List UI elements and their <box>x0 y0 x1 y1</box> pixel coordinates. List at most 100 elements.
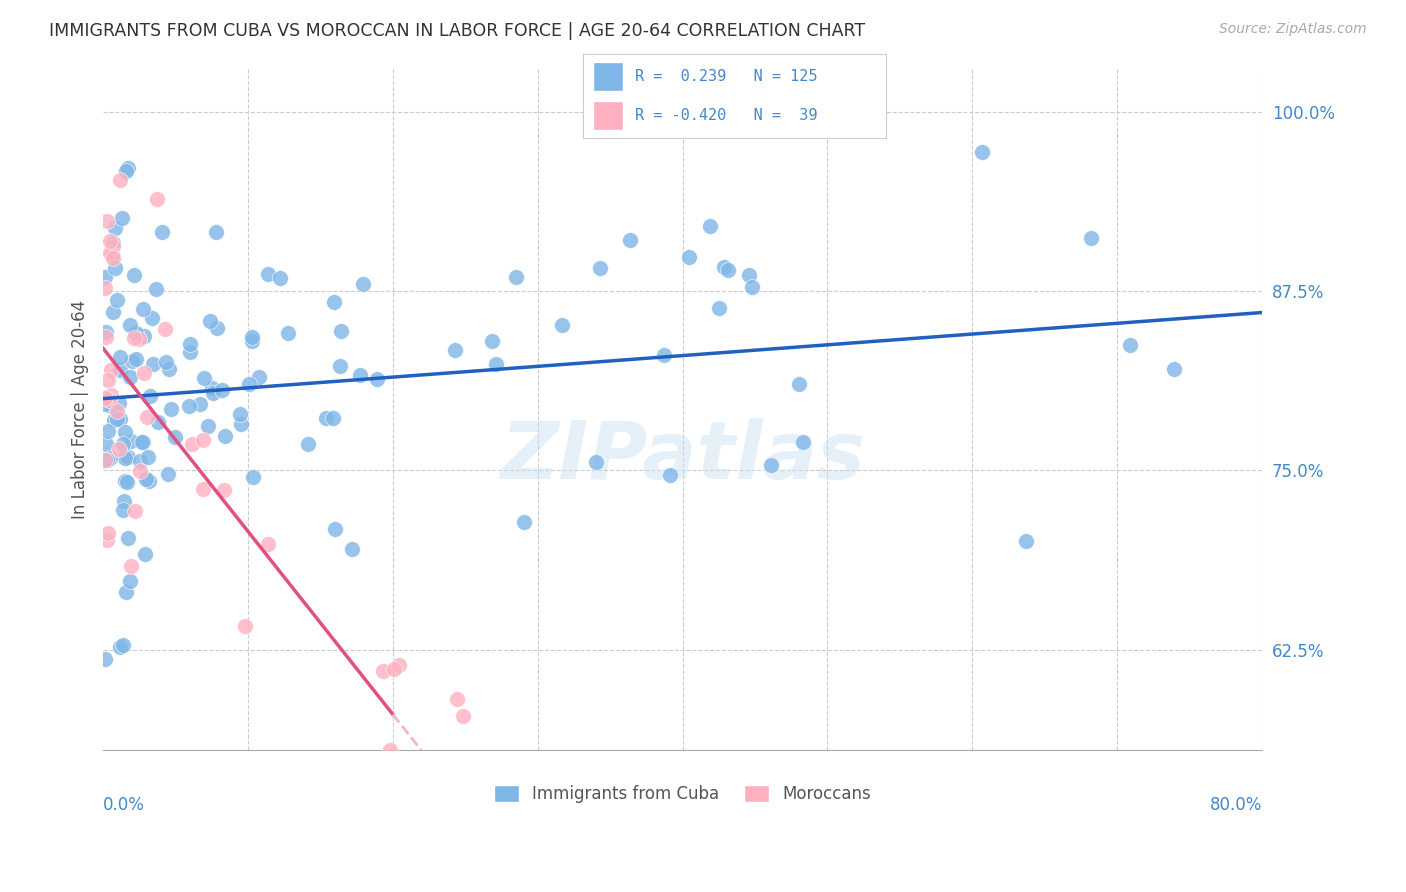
Text: 80.0%: 80.0% <box>1209 797 1263 814</box>
Point <box>108 172 131 186</box>
Point <box>193 371 215 385</box>
Point <box>108 395 131 409</box>
Point <box>118 574 141 588</box>
Point <box>118 370 141 384</box>
Point <box>104 220 127 235</box>
Point <box>141 311 163 326</box>
Point <box>179 337 201 351</box>
Point <box>269 270 291 285</box>
Point <box>157 361 180 376</box>
Point <box>134 366 156 380</box>
Point <box>131 435 153 450</box>
Point <box>277 326 299 340</box>
Point <box>238 377 260 392</box>
Point <box>233 619 256 633</box>
Point <box>128 332 150 346</box>
Point <box>103 251 125 265</box>
Point <box>142 357 165 371</box>
Point <box>135 472 157 486</box>
Point <box>94 326 117 340</box>
Point <box>111 503 134 517</box>
Point <box>94 437 117 451</box>
Point <box>229 407 252 421</box>
Point <box>240 330 263 344</box>
Point <box>124 503 146 517</box>
Point <box>201 385 224 400</box>
Point <box>132 435 155 450</box>
Point <box>481 334 503 348</box>
Text: Source: ZipAtlas.com: Source: ZipAtlas.com <box>1219 22 1367 37</box>
Point <box>505 270 527 285</box>
Point <box>451 709 474 723</box>
Point <box>177 399 200 413</box>
Point <box>699 219 721 233</box>
Point <box>741 280 763 294</box>
Point <box>589 261 612 276</box>
Point <box>212 483 235 498</box>
Point <box>353 277 375 291</box>
Point <box>108 350 131 364</box>
Point <box>98 450 121 465</box>
Point <box>322 411 344 425</box>
Point <box>193 433 215 447</box>
Point <box>658 468 681 483</box>
Point <box>247 369 270 384</box>
Point <box>678 250 700 264</box>
Point <box>120 558 142 573</box>
Point <box>118 318 141 332</box>
Point <box>717 262 740 277</box>
Point <box>96 214 118 228</box>
Point <box>120 434 142 449</box>
Point <box>93 280 115 294</box>
Point <box>93 270 115 285</box>
Point <box>101 247 124 261</box>
Point <box>257 537 280 551</box>
Point <box>1118 338 1140 352</box>
Point <box>105 404 128 418</box>
Point <box>117 161 139 175</box>
Point <box>131 302 153 317</box>
Point <box>652 348 675 362</box>
Point <box>111 638 134 652</box>
Point <box>713 260 735 274</box>
Point <box>180 437 202 451</box>
Point <box>179 345 201 359</box>
Point <box>94 392 117 406</box>
Point <box>972 145 994 160</box>
Point <box>117 450 139 465</box>
Point <box>100 388 122 402</box>
Point <box>297 437 319 451</box>
Point <box>105 293 128 308</box>
Point <box>200 314 222 328</box>
Point <box>135 410 157 425</box>
Point <box>115 585 138 599</box>
Point <box>96 452 118 467</box>
Point <box>145 282 167 296</box>
Point <box>759 458 782 472</box>
Point <box>1015 533 1038 548</box>
Point <box>105 411 128 425</box>
Point <box>329 324 352 338</box>
Point <box>155 355 177 369</box>
Text: 0.0%: 0.0% <box>103 797 145 814</box>
Point <box>100 399 122 413</box>
Point <box>110 362 132 376</box>
Point <box>122 268 145 282</box>
Point <box>792 434 814 449</box>
Text: ZIPatlas: ZIPatlas <box>501 418 865 496</box>
Point <box>211 383 233 397</box>
Point <box>585 455 607 469</box>
Point <box>257 267 280 281</box>
Point <box>108 411 131 425</box>
Point <box>125 326 148 341</box>
Point <box>134 329 156 343</box>
Point <box>98 246 121 260</box>
Point <box>93 453 115 467</box>
Point <box>366 372 388 386</box>
Point <box>146 192 169 206</box>
Point <box>160 402 183 417</box>
Point <box>101 236 124 251</box>
Point <box>104 261 127 276</box>
Point <box>444 343 467 358</box>
Point <box>619 233 641 247</box>
